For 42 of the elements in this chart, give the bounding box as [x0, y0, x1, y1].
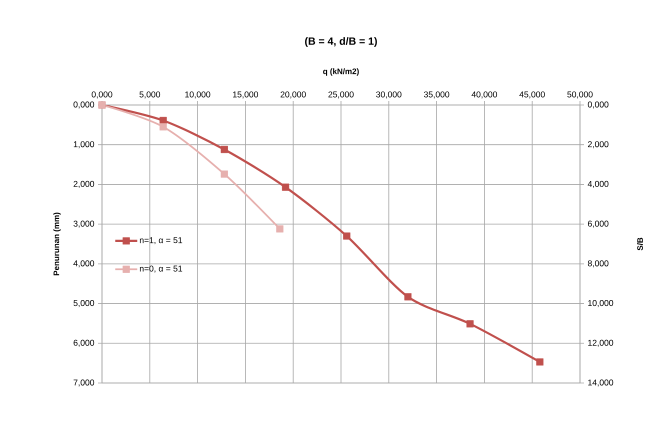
point: [160, 123, 167, 130]
y-tick-label: 3,000: [74, 220, 94, 228]
point: [220, 170, 228, 178]
y2-tick-label: 0,000: [588, 101, 608, 108]
y-tick-label: 7,000: [74, 379, 94, 386]
y-tick-label: 5,000: [74, 300, 94, 308]
y2-tick-label: 2,000: [588, 141, 608, 148]
y2-tick-label: 14,000: [588, 379, 614, 386]
x-tick-label: 50,000: [567, 91, 593, 98]
y-tick-label: 0,000: [74, 101, 94, 108]
x-tick-label: 40,000: [472, 91, 498, 98]
x-tick-label: 15,000: [233, 91, 258, 98]
x-tick-label: 10,000: [185, 91, 210, 98]
point: [536, 358, 544, 366]
point: [466, 320, 474, 328]
y-axis-title: Penurunan (mm): [53, 212, 61, 276]
x-tick-label: 35,000: [424, 91, 450, 98]
y-tick-label: 2,000: [74, 180, 94, 188]
chart-title: (B = 4, d/B = 1): [305, 37, 377, 47]
x-tick-label: 30,000: [376, 91, 402, 98]
y2-tick-label: 10,000: [588, 300, 614, 308]
x-tick-label: 5,000: [140, 91, 160, 98]
y2-axis-title: S/B: [637, 238, 643, 250]
x-axis-title: q (kN/m2): [323, 68, 359, 76]
point: [282, 184, 290, 191]
point: [343, 232, 350, 240]
y-tick-label: 6,000: [74, 340, 94, 347]
point: [276, 225, 284, 232]
legend-label: n=1, α = 51: [140, 237, 182, 244]
point: [220, 146, 228, 154]
x-tick-label: 25,000: [328, 91, 354, 98]
y2-tick-label: 8,000: [588, 260, 608, 268]
x-tick-label: 20,000: [280, 91, 306, 98]
x-tick-label: 45,000: [519, 91, 545, 98]
y-tick-label: 1,000: [74, 141, 94, 148]
y-tick-label: 4,000: [73, 260, 94, 268]
x-tick-label: 0,000: [92, 91, 112, 98]
y2-tick-label: 4,000: [588, 180, 608, 188]
point: [404, 293, 412, 300]
legend-label: n=0, α = 51: [140, 266, 182, 273]
y2-tick-label: 12,000: [588, 340, 614, 347]
y2-tick-label: 6,000: [588, 220, 608, 228]
